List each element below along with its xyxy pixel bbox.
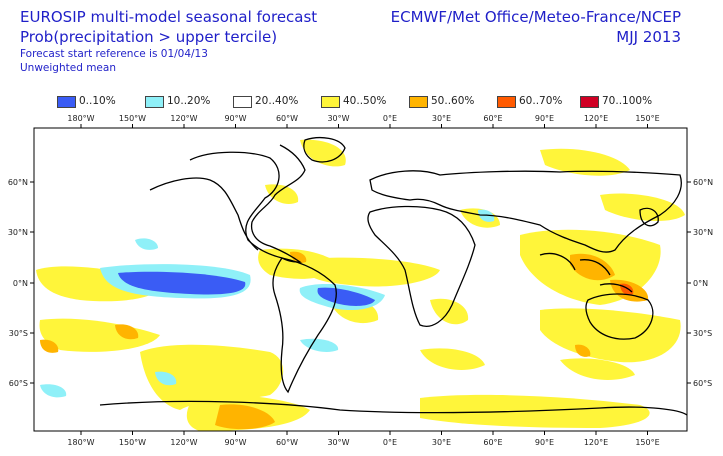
map-frame xyxy=(33,127,688,432)
lat-label-left: 0°N xyxy=(13,279,28,288)
legend-swatch xyxy=(409,96,428,108)
legend-label: 0..10% xyxy=(79,95,116,107)
legend-swatch xyxy=(145,96,164,108)
prob-0-10-areas xyxy=(118,271,375,306)
axis-ticks: 180°W 180°W 150°W 150°W 120°W 120°W 90°W 90°W 60… xyxy=(8,114,713,447)
lon-label-top: 60°E xyxy=(483,114,502,123)
greenland-coast xyxy=(303,137,346,163)
africa-coast xyxy=(367,205,476,327)
antarctica-coast xyxy=(99,400,687,416)
lon-label-bottom: 0°E xyxy=(383,438,397,447)
forecast-season: MJJ 2013 xyxy=(616,28,681,46)
lon-label-bottom: 120°W xyxy=(170,438,197,447)
lon-label-bottom: 60°E xyxy=(483,438,502,447)
lon-label-top: 150°W xyxy=(119,114,146,123)
lon-label-bottom: 150°W xyxy=(119,438,146,447)
north-america-west-coast xyxy=(149,177,259,251)
lon-label-bottom: 30°W xyxy=(327,438,349,447)
lat-label-right: 30°N xyxy=(693,228,713,237)
lon-label-top: 120°E xyxy=(584,114,608,123)
legend-label: 40..50% xyxy=(343,95,387,107)
lat-label-right: 30°S xyxy=(693,329,712,338)
legend-swatch xyxy=(233,96,252,108)
lon-label-bottom: 90°E xyxy=(535,438,554,447)
legend-swatch xyxy=(57,96,76,108)
lat-label-left: 60°S xyxy=(9,379,28,388)
forecast-title: EUROSIP multi-model seasonal forecast xyxy=(20,8,318,26)
lat-label-left: 30°S xyxy=(9,329,28,338)
south-america-coast xyxy=(272,257,337,394)
legend-label: 70..100% xyxy=(602,95,653,107)
lat-label-left: 30°N xyxy=(8,228,28,237)
lat-label-right: 0°N xyxy=(693,279,708,288)
forecast-centres: ECMWF/Met Office/Meteo-France/NCEP xyxy=(390,8,681,26)
legend-swatch xyxy=(580,96,599,108)
probability-field xyxy=(36,139,685,431)
legend-label: 10..20% xyxy=(167,95,211,107)
coastlines xyxy=(99,137,687,416)
lon-label-top: 180°W xyxy=(67,114,94,123)
eurasia-coast xyxy=(369,170,682,253)
lon-label-bottom: 60°W xyxy=(276,438,298,447)
legend-label: 60..70% xyxy=(519,95,563,107)
lon-label-top: 150°E xyxy=(635,114,659,123)
lon-label-top: 60°W xyxy=(276,114,298,123)
legend-label: 20..40% xyxy=(255,95,299,107)
ensemble-mean-type: Unweighted mean xyxy=(20,62,116,74)
legend-swatch xyxy=(497,96,516,108)
lon-label-bottom: 90°W xyxy=(224,438,246,447)
lon-label-bottom: 180°W xyxy=(67,438,94,447)
lat-label-right: 60°S xyxy=(693,379,712,388)
lon-label-top: 0°E xyxy=(383,114,397,123)
lon-label-top: 90°W xyxy=(224,114,246,123)
forecast-variable: Prob(precipitation > upper tercile) xyxy=(20,28,278,46)
japan-coast xyxy=(639,207,659,227)
north-america-coast xyxy=(189,144,306,263)
australia-coast xyxy=(585,293,654,340)
lat-label-right: 60°N xyxy=(693,178,713,187)
forecast-start-reference: Forecast start reference is 01/04/13 xyxy=(20,48,208,60)
lon-label-bottom: 150°E xyxy=(635,438,659,447)
lon-label-top: 120°W xyxy=(170,114,197,123)
lon-label-top: 30°E xyxy=(432,114,451,123)
lon-label-bottom: 30°E xyxy=(432,438,451,447)
lon-label-bottom: 120°E xyxy=(584,438,608,447)
maritime-continent-coast xyxy=(539,252,633,293)
lat-label-left: 60°N xyxy=(8,178,28,187)
lon-label-top: 90°E xyxy=(535,114,554,123)
lon-label-top: 30°W xyxy=(327,114,349,123)
legend-swatch xyxy=(321,96,340,108)
legend-label: 50..60% xyxy=(431,95,475,107)
